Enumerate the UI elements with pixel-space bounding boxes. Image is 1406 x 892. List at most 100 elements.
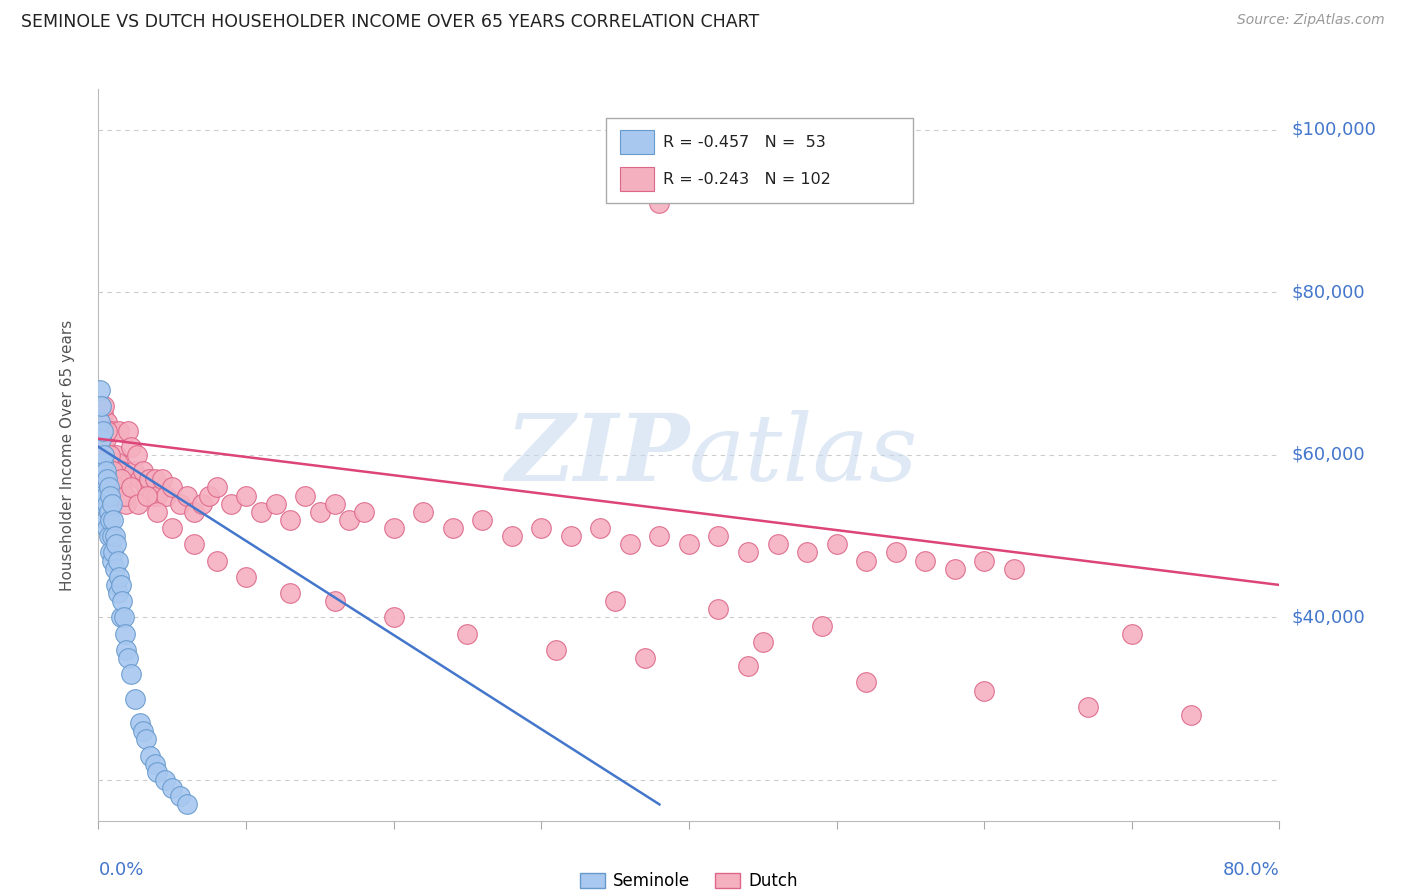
Point — [810, 618, 832, 632]
Point — [97, 480, 120, 494]
Point — [114, 489, 136, 503]
Point — [110, 610, 132, 624]
Point — [294, 489, 316, 503]
Point — [589, 521, 612, 535]
Point — [648, 196, 671, 211]
Point — [219, 497, 242, 511]
Point — [98, 489, 121, 503]
Point — [90, 432, 112, 446]
Point — [412, 505, 434, 519]
Text: Source: ZipAtlas.com: Source: ZipAtlas.com — [1237, 13, 1385, 28]
Point — [110, 480, 132, 494]
Point — [94, 432, 117, 446]
Point — [737, 659, 759, 673]
Point — [97, 529, 120, 543]
Point — [825, 537, 848, 551]
Point — [183, 505, 205, 519]
Point — [143, 472, 166, 486]
Point — [501, 529, 523, 543]
Point — [91, 480, 114, 494]
Point — [678, 537, 700, 551]
Point — [93, 448, 115, 462]
Point — [108, 424, 131, 438]
Point — [198, 489, 221, 503]
Point — [122, 464, 145, 478]
Point — [93, 440, 115, 454]
Point — [973, 683, 995, 698]
Point — [93, 472, 115, 486]
Text: $100,000: $100,000 — [1291, 120, 1376, 139]
Point — [235, 570, 257, 584]
Point — [162, 781, 183, 796]
Point — [737, 545, 759, 559]
Point — [97, 448, 120, 462]
Point — [1077, 699, 1099, 714]
Point — [128, 716, 150, 731]
Point — [108, 570, 131, 584]
Legend: Seminole, Dutch: Seminole, Dutch — [574, 865, 804, 892]
Point — [91, 456, 114, 470]
Point — [98, 513, 121, 527]
Point — [456, 626, 478, 640]
Point — [146, 764, 169, 779]
Text: $60,000: $60,000 — [1291, 446, 1365, 464]
Point — [90, 424, 112, 438]
Point — [103, 513, 125, 527]
Text: $80,000: $80,000 — [1291, 284, 1365, 301]
Point — [117, 424, 139, 438]
Point — [855, 675, 877, 690]
Point — [112, 610, 135, 624]
Text: ZIP: ZIP — [505, 410, 689, 500]
Point — [103, 464, 125, 478]
Point — [104, 562, 127, 576]
Point — [205, 480, 228, 494]
Point — [105, 537, 128, 551]
Point — [309, 505, 332, 519]
Point — [135, 732, 157, 747]
Point — [250, 505, 273, 519]
Point — [93, 497, 115, 511]
Point — [125, 448, 148, 462]
Point — [114, 626, 136, 640]
Point — [100, 529, 122, 543]
Point — [264, 497, 287, 511]
Point — [98, 456, 121, 470]
Point — [205, 553, 228, 567]
Point — [103, 464, 125, 478]
Point — [103, 545, 125, 559]
Bar — [620, 130, 654, 153]
Point — [176, 797, 198, 812]
Point — [104, 529, 127, 543]
Point — [110, 578, 132, 592]
Point — [96, 472, 118, 486]
Point — [153, 772, 176, 787]
Point — [169, 789, 191, 804]
FancyBboxPatch shape — [606, 119, 914, 202]
Point — [146, 505, 169, 519]
Point — [278, 513, 302, 527]
Point — [107, 586, 129, 600]
Bar — [620, 168, 654, 191]
Point — [855, 553, 877, 567]
Point — [98, 545, 121, 559]
Point — [150, 472, 173, 486]
Point — [120, 480, 142, 494]
Point — [100, 424, 122, 438]
Point — [560, 529, 582, 543]
Text: 80.0%: 80.0% — [1223, 861, 1279, 879]
Point — [707, 529, 730, 543]
Text: R = -0.457   N =  53: R = -0.457 N = 53 — [664, 135, 825, 150]
Point — [766, 537, 789, 551]
Point — [120, 440, 142, 454]
Point — [107, 553, 129, 567]
Point — [97, 505, 120, 519]
Point — [104, 472, 127, 486]
Point — [96, 521, 118, 535]
Point — [648, 529, 671, 543]
Point — [382, 521, 405, 535]
Point — [943, 562, 966, 576]
Point — [1180, 708, 1202, 723]
Point — [1002, 562, 1025, 576]
Point — [278, 586, 302, 600]
Point — [751, 635, 773, 649]
